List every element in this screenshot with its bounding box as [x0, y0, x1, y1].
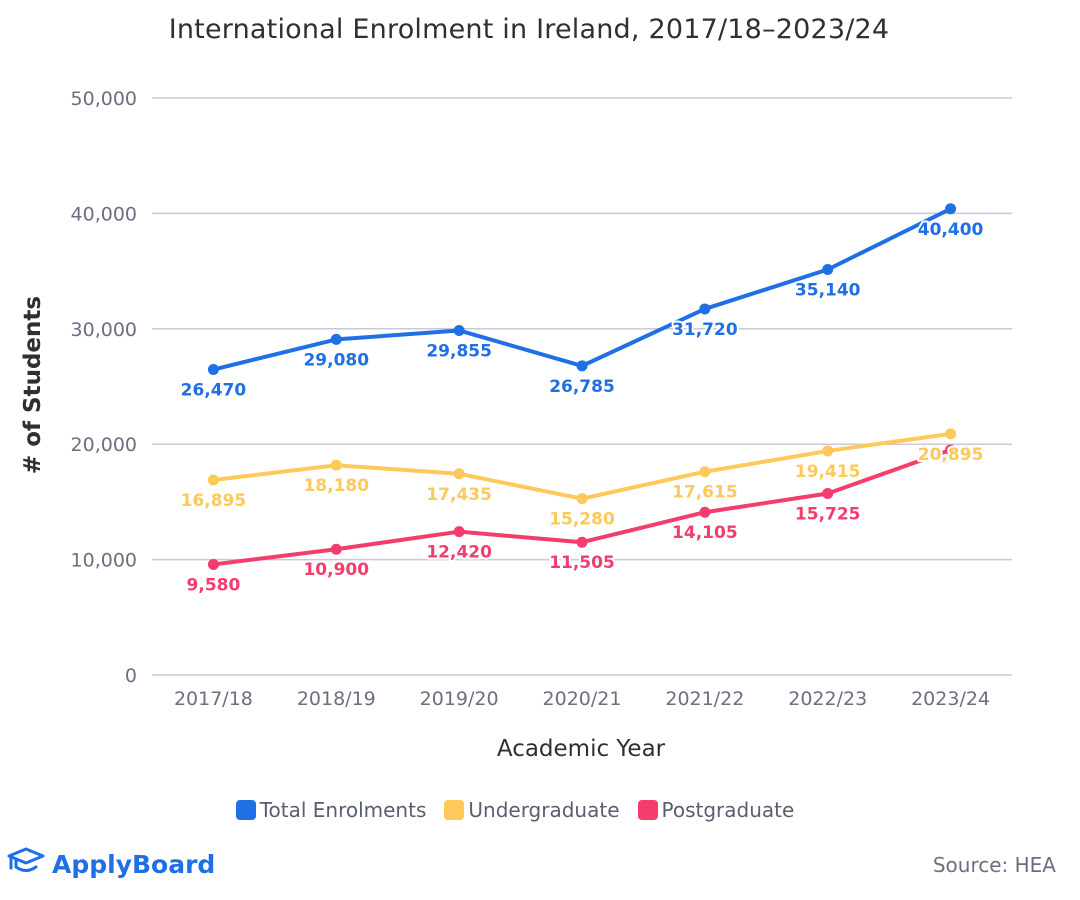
data-point — [822, 488, 834, 500]
data-label-halo: 40,400 — [918, 220, 984, 240]
data-point — [453, 324, 465, 336]
x-tick-label: 2017/18 — [174, 688, 253, 710]
data-point — [576, 493, 588, 505]
data-label: 19,415 — [795, 462, 861, 482]
data-point — [576, 360, 588, 372]
data-label: 16,895 — [181, 491, 247, 511]
data-label: 11,505 — [549, 553, 615, 573]
logo-text: ApplyBoard — [52, 849, 216, 879]
data-label-halo: 17,435 — [426, 485, 492, 505]
legend-label-total: Total Enrolments — [259, 798, 427, 822]
data-point — [822, 263, 834, 275]
data-point — [207, 558, 219, 570]
data-label-halo: 18,180 — [303, 476, 369, 496]
y-tick-label: 20,000 — [71, 434, 137, 456]
chart-title: International Enrolment in Ireland, 2017… — [168, 14, 890, 45]
data-point — [822, 445, 834, 457]
data-label-halo: 20,895 — [918, 445, 984, 465]
data-label-halo: 29,080 — [303, 350, 369, 370]
data-label-halo: 10,900 — [303, 560, 369, 580]
data-point — [330, 333, 342, 345]
x-tick-label: 2021/22 — [665, 688, 744, 710]
legend-swatch-postgraduate — [637, 800, 658, 820]
data-label: 15,280 — [549, 510, 615, 530]
legend-item-postgraduate[interactable]: Postgraduate — [637, 798, 795, 822]
data-label: 26,785 — [549, 377, 615, 397]
data-label: 35,140 — [795, 280, 861, 300]
data-label: 15,725 — [795, 505, 861, 525]
data-point — [699, 303, 711, 315]
x-tick-label: 2018/19 — [297, 688, 376, 710]
data-label-halo: 12,420 — [426, 543, 492, 563]
data-point — [207, 364, 219, 376]
y-axis-ticks: 0 10,000 20,000 30,000 40,000 50,000 — [71, 88, 137, 687]
data-label: 17,435 — [426, 485, 492, 505]
data-label-halo: 26,785 — [549, 377, 615, 397]
data-label-halo: 16,895 — [181, 491, 247, 511]
data-label: 17,615 — [672, 483, 738, 503]
data-point — [453, 526, 465, 538]
legend-swatch-undergraduate — [444, 800, 465, 820]
x-tick-label: 2022/23 — [788, 688, 867, 710]
data-label: 14,105 — [672, 523, 738, 543]
y-tick-label: 50,000 — [71, 88, 137, 110]
data-label-halo: 29,855 — [426, 341, 492, 361]
data-label-halo: 31,720 — [672, 320, 738, 340]
data-label-halo: 17,615 — [672, 483, 738, 503]
data-label: 29,855 — [426, 341, 492, 361]
data-label-halo: 15,725 — [795, 505, 861, 525]
data-label: 29,080 — [303, 350, 369, 370]
data-label: 31,720 — [672, 320, 738, 340]
legend-label-postgraduate: Postgraduate — [661, 798, 795, 822]
data-point — [699, 466, 711, 478]
data-label: 18,180 — [303, 476, 369, 496]
data-point — [945, 203, 957, 215]
legend-swatch-total — [235, 800, 256, 820]
data-label: 20,895 — [918, 445, 984, 465]
data-label-halo: 11,505 — [549, 553, 615, 573]
data-point — [945, 428, 957, 440]
data-label-halo: 35,140 — [795, 280, 861, 300]
data-label: 9,580 — [187, 575, 241, 595]
y-tick-label: 40,000 — [71, 203, 137, 225]
data-label-halo: 15,280 — [549, 510, 615, 530]
data-label-halo: 14,105 — [672, 523, 738, 543]
x-tick-label: 2023/24 — [911, 688, 990, 710]
data-label: 40,400 — [918, 220, 984, 240]
x-axis-ticks: 2017/18 2018/19 2019/20 2020/21 2021/22 2022/… — [174, 688, 990, 710]
x-tick-label: 2020/21 — [543, 688, 622, 710]
data-point — [576, 536, 588, 548]
legend-label-undergraduate: Undergraduate — [468, 798, 620, 822]
graduation-cap-icon — [6, 846, 46, 882]
legend-item-total[interactable]: Total Enrolments — [235, 798, 427, 822]
y-tick-label: 10,000 — [71, 550, 137, 572]
x-tick-label: 2019/20 — [420, 688, 499, 710]
y-tick-label: 30,000 — [71, 319, 137, 341]
data-label: 12,420 — [426, 543, 492, 563]
data-point — [945, 444, 957, 456]
data-label-halo: 19,415 — [795, 462, 861, 482]
series-points — [207, 203, 957, 570]
y-tick-label: 0 — [125, 665, 137, 687]
data-point — [699, 506, 711, 518]
x-axis-title: Academic Year — [497, 736, 666, 762]
legend: Total Enrolments Undergraduate Postgradu… — [0, 798, 1030, 822]
source-note: Source: HEA — [932, 853, 1056, 877]
data-point — [207, 474, 219, 486]
data-label-halo: 9,580 — [187, 575, 241, 595]
data-label: 26,470 — [181, 381, 247, 401]
data-label: 10,900 — [303, 560, 369, 580]
data-point — [330, 543, 342, 555]
y-axis-title: # of Students — [20, 296, 46, 474]
data-label-halo: 26,470 — [181, 381, 247, 401]
legend-item-undergraduate[interactable]: Undergraduate — [444, 798, 620, 822]
applyboard-logo: ApplyBoard — [6, 846, 215, 882]
data-point — [453, 468, 465, 480]
data-point — [330, 459, 342, 471]
grid-lines — [152, 97, 1012, 676]
